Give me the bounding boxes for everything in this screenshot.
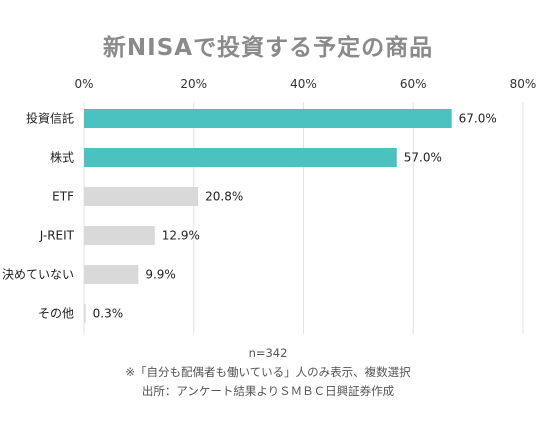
bar: [84, 187, 199, 206]
data-label: 9.9%: [145, 268, 176, 282]
filter-note: ※「自分も配偶者も働いている」人のみ表示、複数選択: [125, 365, 411, 379]
category-label: 決めていない: [2, 268, 74, 282]
data-label: 0.3%: [93, 307, 124, 321]
bar: [84, 265, 139, 284]
category-label: 投資信託: [26, 111, 74, 126]
bar: [84, 109, 452, 128]
category-label: J-REIT: [39, 229, 75, 243]
bar: [84, 148, 397, 167]
chart-notes: n=342 ※「自分も配偶者も働いている」人のみ表示、複数選択 出所：アンケート…: [0, 344, 536, 401]
source-note: 出所：アンケート結果よりＳＭＢＣ日興証券作成: [141, 384, 395, 398]
sample-size-note: n=342: [248, 346, 288, 360]
x-tick-label: 40%: [290, 77, 317, 91]
category-label: ETF: [52, 190, 74, 204]
bar: [84, 304, 86, 323]
x-tick-label: 60%: [400, 77, 427, 91]
data-label: 57.0%: [404, 151, 442, 165]
category-label: その他: [38, 307, 74, 321]
x-tick-label: 80%: [510, 77, 536, 91]
x-tick-label: 0%: [74, 77, 93, 91]
data-label: 20.8%: [205, 190, 243, 204]
category-label: 株式: [50, 150, 74, 165]
data-label: 12.9%: [162, 229, 200, 243]
data-label: 67.0%: [459, 112, 497, 126]
bar: [84, 226, 155, 245]
chart-title: 新NISAで投資する予定の商品: [102, 35, 434, 61]
x-tick-label: 20%: [180, 77, 207, 91]
